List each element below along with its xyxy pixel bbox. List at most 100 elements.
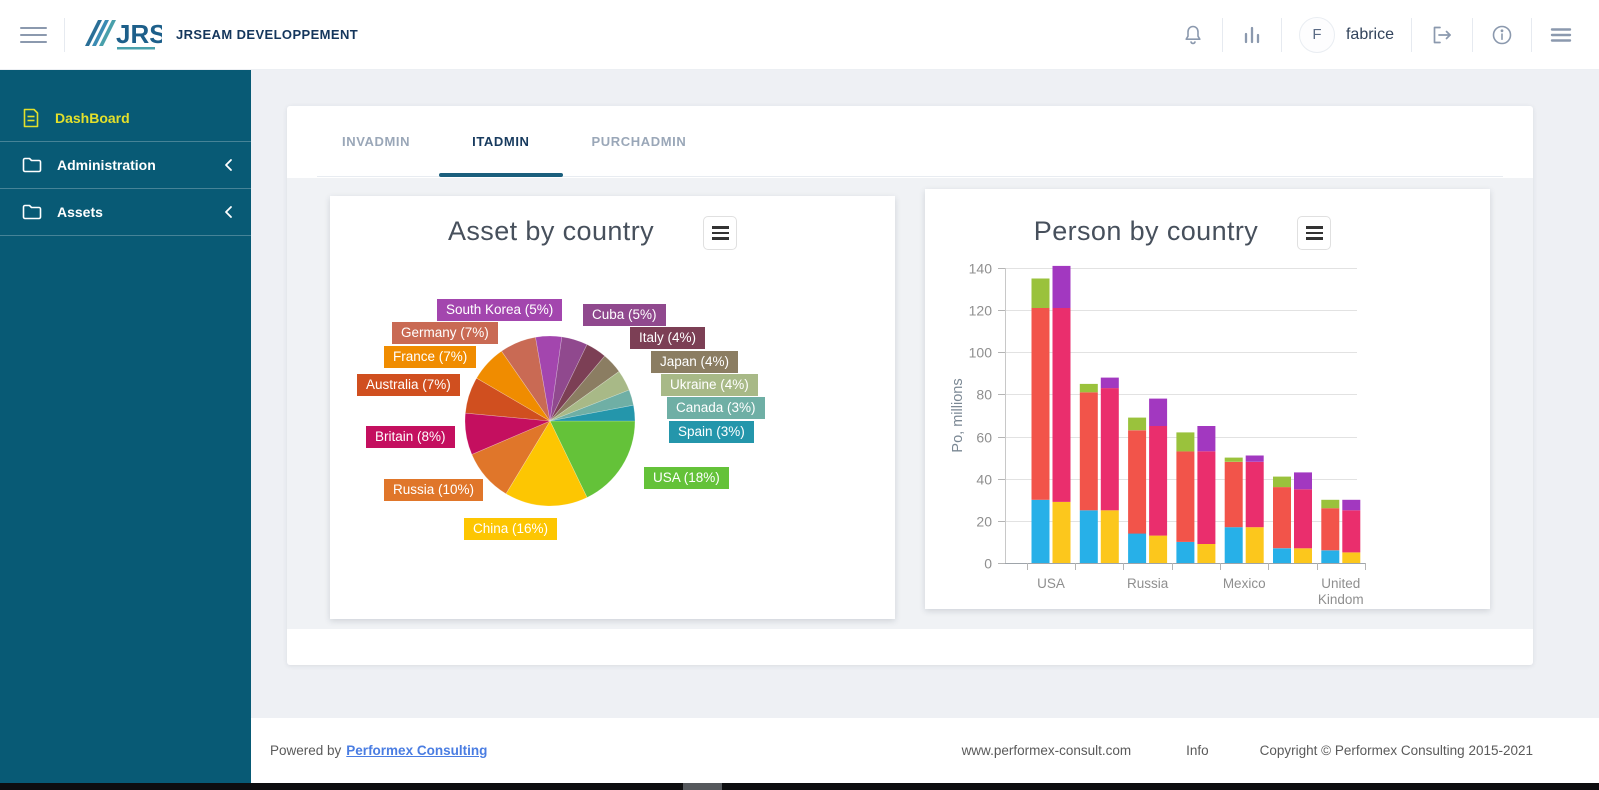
sidebar-toggle-button[interactable] — [20, 22, 47, 48]
pie-slice-ukraine[interactable] — [549, 371, 630, 422]
tab-invadmin[interactable]: INVADMIN — [342, 134, 411, 149]
svg-text:80: 80 — [976, 387, 992, 403]
tab-itadmin[interactable]: ITADMIN — [438, 106, 564, 177]
pie-label-china: China (16%) — [464, 518, 558, 540]
tab-purchadmin[interactable]: PURCHADMIN — [591, 134, 687, 149]
logout-button[interactable] — [1429, 23, 1455, 47]
pie-slice-australia[interactable] — [465, 377, 551, 422]
bar-segment — [1342, 552, 1361, 563]
bar-segment — [1294, 548, 1312, 564]
asset-by-country-card: Asset by country USA (18%) China (16%) Rus… — [330, 196, 895, 619]
pie-slice-canada[interactable] — [549, 389, 634, 422]
bar-segment — [1128, 430, 1147, 534]
chart-menu-icon — [711, 226, 729, 229]
bar-segment — [1197, 544, 1216, 563]
bar-segment — [1128, 417, 1147, 431]
pie-slice-italy[interactable] — [549, 344, 606, 422]
menu-icon — [1550, 27, 1572, 42]
bar-segment — [1031, 499, 1050, 563]
pie-slice-usa[interactable] — [549, 420, 636, 498]
chart-menu-icon — [1305, 226, 1323, 229]
pie-label-russia: Russia (10%) — [384, 479, 484, 501]
pie-label-japan: Japan (4%) — [651, 351, 739, 373]
user-name: fabrice — [1345, 25, 1394, 43]
notifications-button[interactable] — [1181, 23, 1205, 47]
sidebar-item-dashboard[interactable]: DashBoard — [0, 95, 251, 142]
sidebar-item-administration[interactable]: Administration — [0, 142, 251, 189]
bar-segment — [1245, 461, 1264, 528]
bar-segment — [1176, 541, 1195, 563]
pie-chart-menu-button[interactable] — [703, 216, 737, 250]
tab-strip: INVADMIN ITADMIN PURCHADMIN — [287, 106, 1533, 177]
footer-info-link[interactable]: Info — [1186, 743, 1209, 758]
bar-segment — [1100, 377, 1119, 389]
chevron-left-icon — [224, 158, 233, 172]
document-icon — [23, 108, 39, 128]
bar-chart-menu-button[interactable] — [1297, 216, 1331, 250]
pie-slice-cuba[interactable] — [549, 336, 588, 422]
bar-segment — [1224, 527, 1243, 563]
svg-text:120: 120 — [969, 303, 993, 319]
pie-label-germany: Germany (7%) — [392, 322, 498, 344]
svg-text:JRS: JRS — [116, 19, 162, 49]
footer-website-link[interactable]: www.performex-consult.com — [961, 743, 1132, 758]
bar-segment — [1052, 265, 1071, 308]
x-axis-label: Mexico — [1223, 576, 1266, 591]
sidebar: DashBoard Administration Assets — [0, 70, 251, 783]
footer-right: www.performex-consult.com Info Copyright… — [962, 743, 1533, 758]
bar-segment — [1079, 392, 1098, 511]
x-axis-label: Kindom — [1318, 592, 1364, 607]
folder-icon — [22, 204, 42, 220]
scrollbar-thumb[interactable] — [683, 783, 722, 790]
bar-segment — [1273, 487, 1291, 549]
sidebar-item-label: DashBoard — [55, 110, 130, 126]
pie-slice-china[interactable] — [505, 420, 588, 507]
bar-segment — [1342, 499, 1361, 511]
pie-slice-france[interactable] — [476, 350, 551, 422]
pie-slice-japan[interactable] — [549, 355, 620, 422]
tab-content: Asset by country USA (18%) China (16%) Rus… — [287, 178, 1533, 629]
bar-segment — [1321, 508, 1340, 551]
bar-chart: 0 20 40 60 80 100 120 140 USA Russia Mexico UnitedK… — [950, 261, 1366, 607]
bar-segment — [1294, 472, 1312, 490]
sidebar-item-assets[interactable]: Assets — [0, 189, 251, 236]
bar-segment — [1100, 388, 1119, 511]
bar-segment — [1031, 308, 1050, 500]
bar-segment — [1149, 535, 1168, 563]
stats-button[interactable] — [1240, 23, 1264, 47]
pie-slice-south-korea[interactable] — [535, 335, 563, 422]
pie-label-south-korea: South Korea (5%) — [437, 299, 563, 321]
dashboard-panel: INVADMIN ITADMIN PURCHADMIN Asset by cou… — [287, 106, 1533, 665]
performex-consulting-link[interactable]: Performex Consulting — [346, 743, 488, 758]
sidebar-item-label: Administration — [57, 157, 156, 173]
svg-text:60: 60 — [976, 430, 992, 446]
svg-text:20: 20 — [976, 514, 992, 530]
pie-slice-britain[interactable] — [464, 412, 551, 455]
main-content: INVADMIN ITADMIN PURCHADMIN Asset by cou… — [251, 70, 1599, 718]
pie-label-france: France (7%) — [384, 346, 477, 368]
bar-segment — [1149, 398, 1168, 426]
pie-label-italy: Italy (4%) — [630, 327, 706, 349]
pie-chart-title: Asset by country — [448, 216, 654, 246]
user-menu[interactable]: F fabrice — [1298, 16, 1394, 53]
bar-segment — [1342, 510, 1361, 553]
horizontal-scrollbar — [0, 783, 1599, 790]
pie-slice-spain[interactable] — [549, 404, 636, 422]
bar-segment — [1245, 455, 1264, 462]
bar-segment — [1176, 432, 1195, 452]
bar-chart-icon — [1244, 26, 1260, 43]
info-button[interactable] — [1490, 23, 1514, 47]
bar-segment — [1321, 550, 1340, 563]
pie-slice-germany[interactable] — [501, 336, 551, 422]
hamburger-icon — [20, 26, 47, 29]
svg-text:140: 140 — [969, 261, 993, 277]
jrs-logo[interactable]: JRS — [82, 13, 162, 57]
avatar-initial: F — [1312, 26, 1322, 43]
settings-menu-button[interactable] — [1549, 23, 1573, 47]
pie-slice-russia[interactable] — [471, 420, 551, 495]
bar-segment — [1176, 451, 1195, 542]
y-axis-title: Po, millions — [950, 378, 966, 452]
bar-segment — [1224, 457, 1243, 462]
bar-segment — [1224, 461, 1243, 528]
